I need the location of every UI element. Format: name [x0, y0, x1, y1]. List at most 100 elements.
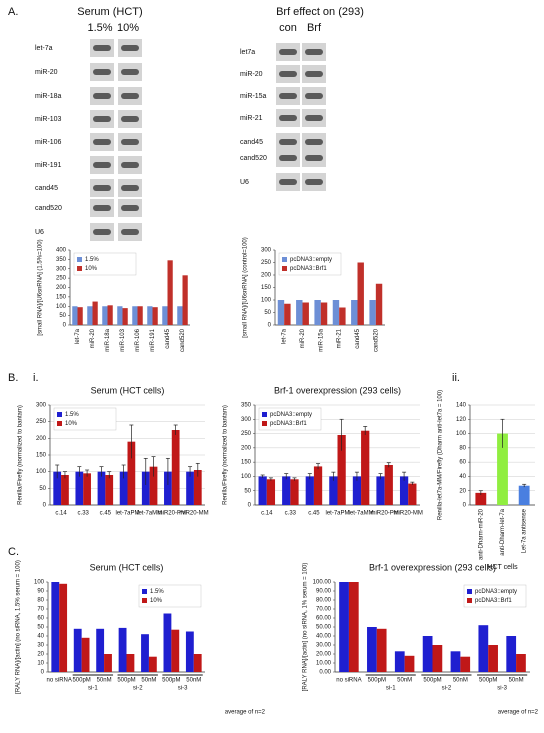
bar [122, 308, 128, 325]
y-tick-label: 150 [241, 460, 252, 466]
bar [171, 430, 180, 505]
bar [193, 654, 202, 672]
bar [376, 628, 387, 672]
bar [277, 300, 285, 325]
bar [148, 656, 157, 672]
x-tick-label: let-7aMM [349, 511, 374, 517]
legend-swatch [57, 412, 62, 417]
bar [72, 306, 78, 325]
y-tick-label: 50.00 [316, 625, 332, 631]
bar [332, 300, 340, 325]
y-tick-label: 60.00 [316, 616, 332, 622]
blot-band [305, 49, 323, 55]
chart-title: Serum (HCT cells) [90, 562, 164, 572]
legend-swatch [77, 266, 82, 271]
blot-band [93, 116, 111, 122]
x-tick-label: miR20-PM [370, 511, 398, 517]
legend-label: pcDNA3::Brf1 [475, 598, 512, 604]
y-tick-label: 250 [261, 260, 272, 266]
y-tick-label: 10 [37, 661, 44, 667]
bar [73, 628, 82, 672]
x-tick-label: miR20-MM [179, 511, 208, 517]
blot-row-label: cand520 [240, 155, 267, 162]
x-axis-label: HCT cells [487, 564, 518, 571]
x-tick-label: miR-103 [120, 328, 126, 351]
y-tick-label: 250 [56, 276, 67, 282]
y-tick-label: 250 [36, 419, 47, 425]
bar [167, 260, 173, 325]
bar [339, 582, 349, 672]
x-tick-label: let-7aPM [115, 511, 139, 517]
x-tick-label: 50nM [397, 678, 412, 684]
x-tick-label: miR-20 [300, 328, 306, 348]
legend-swatch [282, 266, 287, 271]
bar [376, 476, 385, 505]
blot-band [93, 45, 111, 51]
y-tick-label: 300 [56, 266, 67, 272]
y-tick-label: 300 [241, 417, 252, 423]
blot-band [121, 205, 139, 211]
note: average of n=2 [498, 710, 539, 716]
blot-band [305, 179, 323, 185]
bar [258, 476, 267, 505]
legend-label: 10% [150, 598, 163, 604]
x-tick-label: 50nM [509, 678, 524, 684]
bar [119, 471, 128, 505]
blot-band [121, 93, 139, 99]
y-tick-label: 20 [459, 488, 466, 494]
bar [348, 582, 359, 672]
x-tick-label: miR-15a [318, 328, 324, 351]
legend-box [278, 252, 342, 276]
blot-band [121, 185, 139, 191]
bar [104, 654, 112, 672]
y-tick-label: 80.00 [316, 598, 332, 604]
x-tick-label: 500pM [162, 678, 180, 684]
legend-swatch [262, 412, 267, 417]
y-tick-label: 0 [41, 670, 45, 676]
x-tick-label: miR-21 [337, 328, 343, 348]
x-tick-label: Let-7a antisense [522, 508, 528, 553]
group-label: si-3 [178, 686, 188, 692]
blot-band [93, 162, 111, 168]
y-tick-label: 50 [39, 486, 46, 492]
x-tick-label: 500pM [117, 678, 135, 684]
y-tick-label: 150 [261, 285, 272, 291]
bar [352, 476, 362, 505]
panel-label: i. [33, 372, 39, 384]
bar [92, 301, 98, 325]
x-tick-label: miR-191 [150, 328, 156, 351]
x-tick-label: let-7a [282, 328, 288, 344]
y-tick-label: 90 [37, 589, 44, 595]
bar [164, 471, 172, 505]
y-tick-label: 100 [261, 298, 272, 304]
bar [329, 476, 338, 505]
group-label: si-1 [386, 686, 396, 692]
y-tick-label: 60 [459, 460, 466, 466]
blot-band [121, 229, 139, 235]
panel-label: C. [8, 546, 19, 558]
bar [432, 645, 443, 672]
y-axis-label: [small RNA]/[U6snRNA] (control=100) [243, 237, 249, 338]
bar [152, 307, 158, 325]
legend-swatch [262, 421, 267, 426]
x-tick-label: 500pM [479, 678, 497, 684]
bar [127, 441, 136, 505]
bar [488, 645, 498, 672]
y-tick-label: 350 [56, 257, 67, 263]
blot-band [121, 45, 139, 51]
legend-box [463, 584, 527, 608]
bar [290, 479, 299, 505]
blot-band [93, 229, 111, 235]
x-tick-label: anti-Dharm-miR-20 [478, 508, 484, 560]
x-tick-label: let-7a [75, 328, 81, 344]
group-label: si-2 [133, 686, 143, 692]
group-label: si-3 [497, 686, 507, 692]
blot-row-label: miR-20 [240, 71, 263, 78]
blot-band [279, 155, 297, 161]
y-tick-label: 150 [56, 294, 67, 300]
blot-row-label: miR-103 [35, 116, 62, 123]
legend-box [138, 584, 202, 608]
lane-label: 1.5% [87, 22, 112, 34]
bar [337, 435, 346, 505]
chart-title: Brf-1 overexpression (293 cells) [274, 385, 401, 395]
